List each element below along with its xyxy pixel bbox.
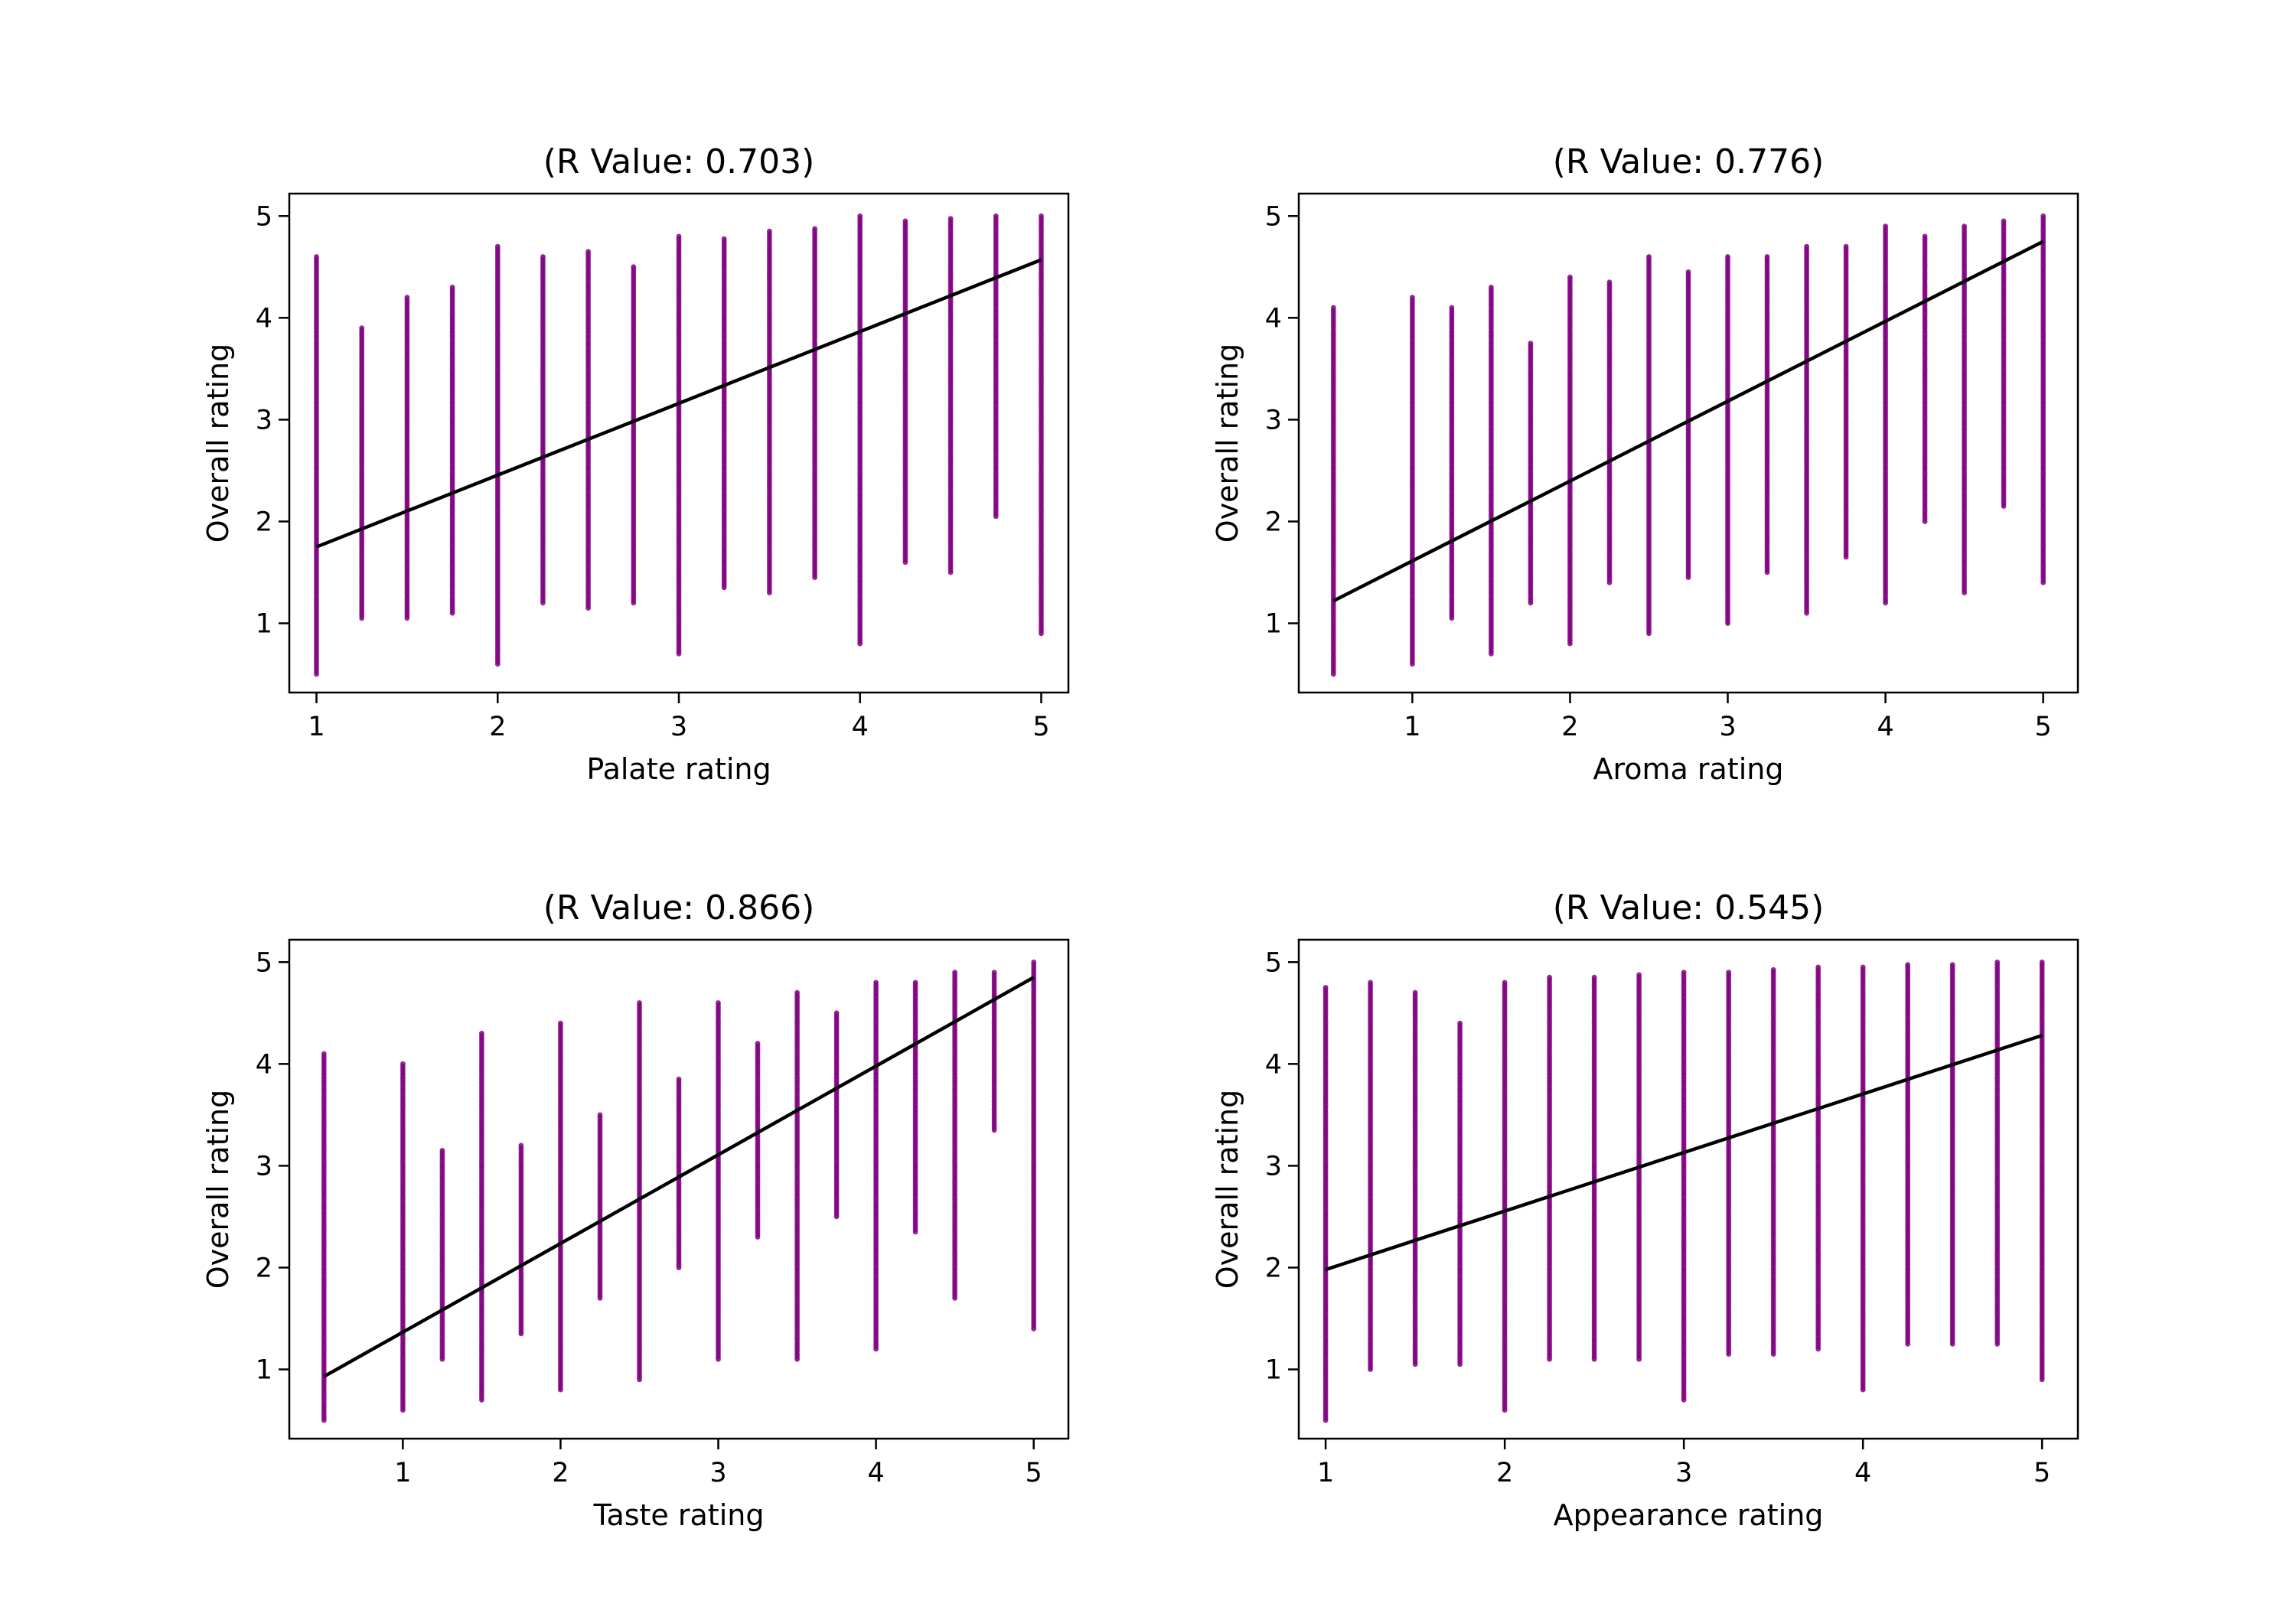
point-column (321, 1051, 327, 1423)
y-tick-label: 4 (256, 303, 272, 334)
point-column (585, 249, 591, 611)
point-column (1765, 254, 1770, 575)
data-point (1489, 285, 1494, 290)
y-tick-label: 3 (1265, 405, 1282, 435)
point-column (450, 285, 455, 616)
y-tick-label: 5 (256, 201, 272, 232)
data-point (903, 219, 908, 224)
point-column (1039, 214, 1044, 636)
data-point (1844, 244, 1849, 249)
y-tick-label: 2 (256, 507, 272, 537)
point-column (857, 214, 863, 647)
x-axis-label: Palate rating (586, 752, 771, 786)
data-point (1528, 341, 1534, 346)
subplot-title: (R Value: 0.703) (543, 142, 815, 181)
data-point (2040, 214, 2046, 219)
x-tick-label: 3 (670, 712, 687, 742)
point-column (1607, 279, 1613, 585)
data-point (948, 216, 954, 221)
point-column (314, 254, 319, 676)
point-column (1646, 254, 1652, 636)
subplot-title: (R Value: 0.776) (1553, 142, 1825, 181)
data-point (1962, 223, 1967, 229)
data-point (1686, 269, 1691, 275)
data-point (767, 229, 772, 234)
y-tick-label: 3 (256, 405, 272, 435)
data-point (2001, 219, 2007, 224)
point-column (631, 264, 636, 605)
point-column (1686, 269, 1691, 580)
x-tick-label: 3 (1719, 712, 1736, 742)
y-tick-label: 1 (1265, 609, 1282, 640)
x-tick-label: 2 (489, 712, 506, 742)
x-tick-label: 4 (852, 712, 869, 742)
data-point (405, 295, 410, 300)
data-point (1039, 214, 1044, 219)
point-column (1844, 244, 1849, 560)
point-column (405, 295, 410, 621)
point-column (677, 234, 682, 657)
x-tick-label: 5 (2035, 712, 2052, 742)
data-point (1923, 234, 1928, 240)
y-tick-label: 1 (256, 609, 272, 640)
x-axis-label: Aroma rating (1593, 752, 1784, 786)
point-column (767, 229, 772, 595)
data-point (359, 325, 364, 331)
data-point (1883, 223, 1888, 229)
data-point (1567, 275, 1573, 280)
data-point (1410, 295, 1415, 300)
data-point (1725, 254, 1730, 259)
data-point (677, 234, 682, 240)
data-point (993, 214, 999, 219)
y-axis-label: Overall rating (1211, 344, 1244, 543)
point-column (1410, 295, 1415, 667)
data-point (585, 249, 591, 254)
data-point (1804, 244, 1809, 249)
point-column (1804, 244, 1809, 616)
data-point (450, 285, 455, 290)
y-axis-label: Overall rating (201, 344, 235, 543)
data-point (1607, 279, 1613, 285)
data-point (1646, 254, 1652, 259)
point-column (993, 214, 999, 519)
point-column (1528, 341, 1534, 605)
data-point (1331, 305, 1336, 311)
data-point (540, 254, 546, 259)
x-tick-label: 5 (1032, 712, 1049, 742)
point-column (812, 227, 817, 580)
data-point (812, 227, 817, 232)
data-point (857, 214, 863, 219)
point-column (1489, 285, 1494, 657)
point-column (1725, 254, 1730, 626)
point-column (540, 254, 546, 605)
point-column (1923, 234, 1928, 524)
point-column (948, 216, 954, 575)
point-column (1883, 223, 1888, 605)
point-column (1567, 275, 1573, 647)
x-tick-label: 1 (308, 712, 325, 742)
data-point (495, 244, 501, 249)
x-tick-label: 2 (1561, 712, 1578, 742)
y-tick-label: 2 (1265, 507, 1282, 537)
data-point (1450, 305, 1455, 311)
point-column (1331, 305, 1336, 677)
x-tick-label: 1 (1404, 712, 1420, 742)
point-column (359, 325, 364, 621)
point-column (2040, 214, 2046, 585)
point-column (1450, 305, 1455, 621)
data-point (631, 264, 636, 269)
y-tick-label: 4 (1265, 303, 1282, 334)
x-tick-label: 4 (1877, 712, 1893, 742)
point-column (722, 236, 727, 590)
data-point (722, 236, 727, 242)
point-column (903, 219, 908, 566)
y-tick-label: 5 (1265, 201, 1282, 232)
data-point (314, 254, 319, 259)
data-point (1765, 254, 1770, 259)
point-column (495, 244, 501, 667)
subplot-title: (R Value: 0.866) (543, 888, 815, 927)
